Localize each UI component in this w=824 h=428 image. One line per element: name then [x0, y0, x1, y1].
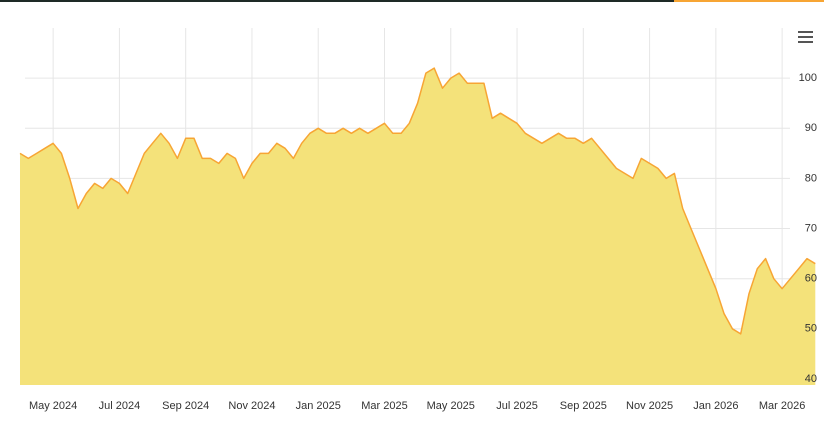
y-tick-label: 50 [805, 323, 817, 335]
x-tick-label: May 2024 [29, 400, 77, 412]
top-bar-accent [674, 0, 824, 2]
x-tick-label: Nov 2024 [228, 400, 275, 412]
x-tick-label: May 2025 [427, 400, 475, 412]
y-tick-label: 80 [805, 172, 817, 184]
x-tick-label: Jul 2024 [99, 400, 141, 412]
y-tick-label: 100 [799, 72, 817, 84]
y-tick-label: 60 [805, 273, 817, 285]
top-bar [0, 0, 824, 2]
x-tick-label: Mar 2025 [361, 400, 407, 412]
y-tick-label: 40 [805, 373, 817, 385]
x-tick-label: Nov 2025 [626, 400, 673, 412]
line [19, 67, 816, 335]
x-tick-label: Jan 2025 [296, 400, 341, 412]
y-tick-label: 90 [805, 122, 817, 134]
area [20, 68, 816, 385]
x-tick-label: Sep 2024 [162, 400, 209, 412]
menu-icon-bar [798, 41, 813, 43]
x-tick-label: Mar 2026 [759, 400, 805, 412]
x-tick-label: Jul 2025 [496, 400, 538, 412]
x-tick-label: Sep 2025 [560, 400, 607, 412]
x-tick-label: Jan 2026 [693, 400, 738, 412]
menu-icon-bar [798, 36, 813, 38]
menu-icon-bar [798, 31, 813, 33]
y-tick-label: 70 [805, 222, 817, 234]
menu-icon[interactable] [798, 31, 813, 43]
